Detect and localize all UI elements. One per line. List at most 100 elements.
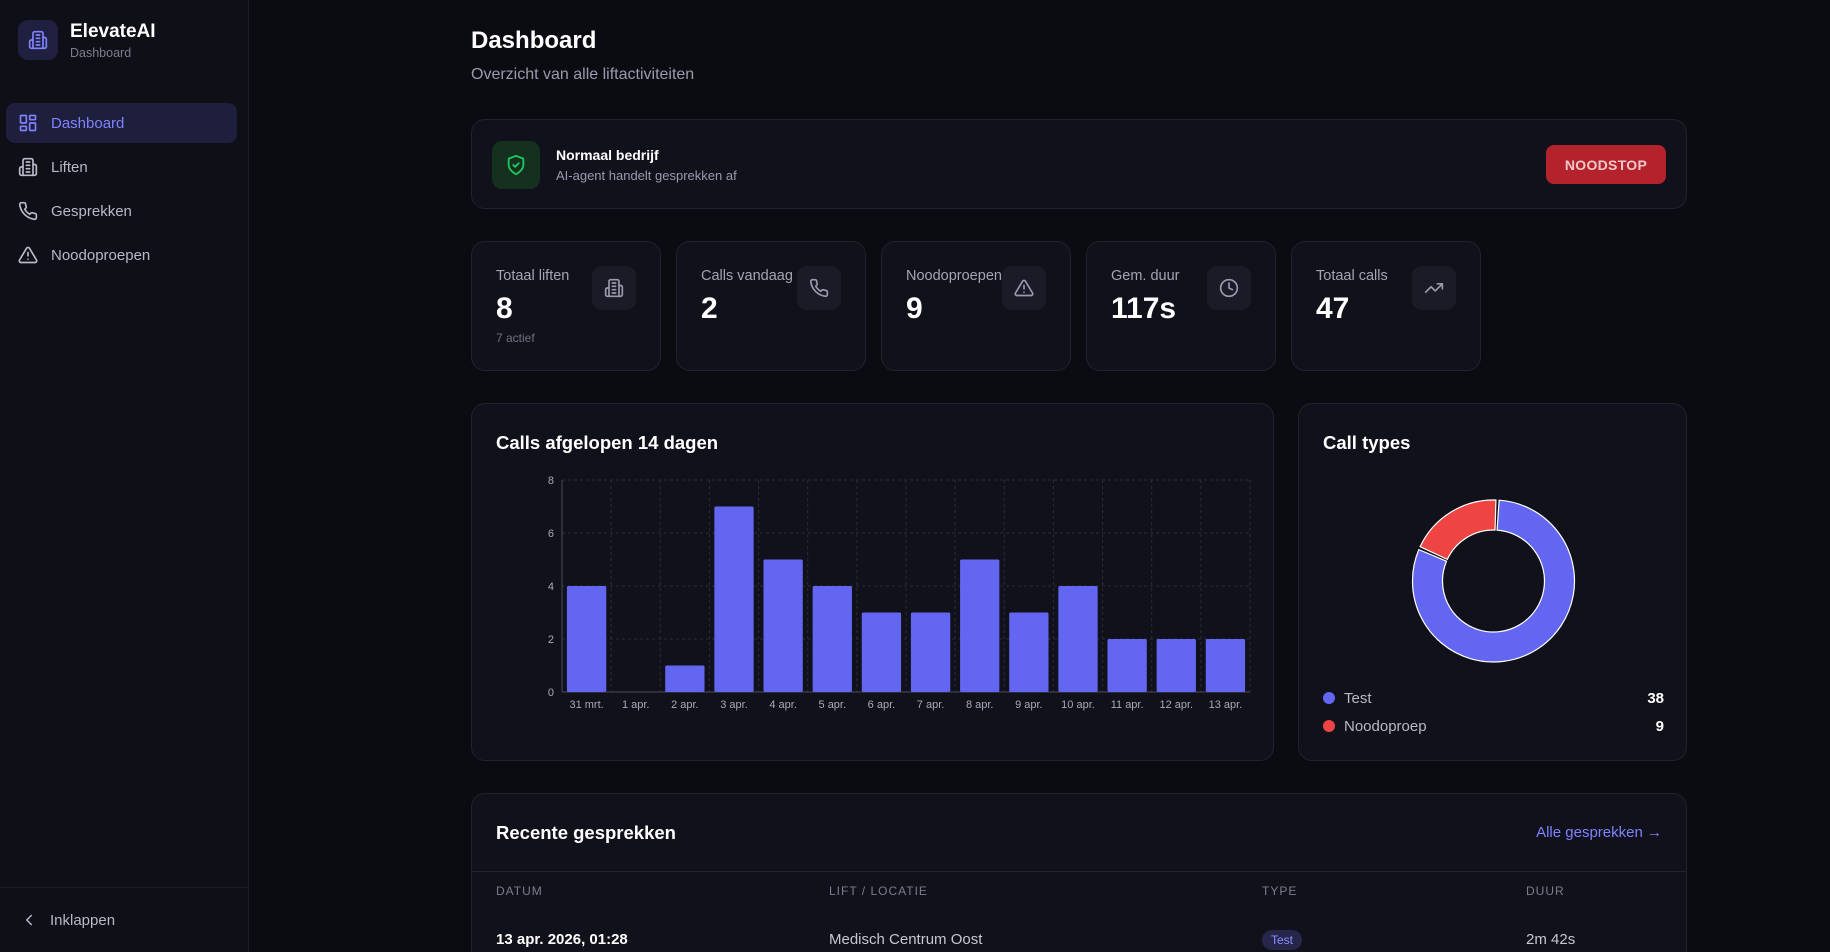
emergency-stop-button[interactable]: NOODSTOP bbox=[1546, 145, 1666, 184]
bar bbox=[812, 586, 852, 692]
y-tick-label: 6 bbox=[548, 528, 554, 540]
column-header-duration: DUUR bbox=[1526, 884, 1565, 898]
bar bbox=[566, 586, 607, 692]
page-title: Dashboard bbox=[471, 27, 597, 54]
bar bbox=[960, 559, 1000, 692]
legend-item-noodoproep: Noodoproep 9 bbox=[1323, 716, 1664, 736]
stat-value: 8 bbox=[496, 292, 513, 325]
bar bbox=[910, 612, 951, 692]
building-icon bbox=[18, 157, 38, 177]
call-types-title: Call types bbox=[1323, 432, 1411, 453]
y-tick-label: 4 bbox=[548, 581, 554, 593]
status-title: Normaal bedrijf bbox=[556, 147, 659, 163]
call-types-donut-chart bbox=[1411, 499, 1576, 663]
row-date: 13 apr. 2026, 01:28 bbox=[496, 931, 628, 948]
brand: ElevateAI Dashboard bbox=[18, 20, 156, 60]
column-header-location: LIFT / LOCATIE bbox=[829, 884, 928, 898]
legend-value: 9 bbox=[1655, 717, 1664, 735]
bar bbox=[1205, 639, 1246, 692]
x-tick-label: 13 apr. bbox=[1209, 699, 1243, 711]
collapse-button[interactable]: Inklappen bbox=[0, 887, 249, 952]
phone-icon bbox=[797, 266, 841, 310]
y-tick-label: 8 bbox=[548, 475, 554, 487]
bar bbox=[714, 506, 754, 692]
stat-card-calls-today: Calls vandaag 2 bbox=[676, 241, 866, 371]
legend-label: Noodoproep bbox=[1344, 717, 1427, 735]
sidebar-item-noodoproepen[interactable]: Noodoproepen bbox=[6, 235, 237, 275]
grid-icon bbox=[19, 114, 37, 132]
warning-icon bbox=[1002, 266, 1046, 310]
recent-calls-title: Recente gesprekken bbox=[496, 822, 676, 843]
chevron-left-icon bbox=[26, 914, 32, 926]
stat-value: 117s bbox=[1111, 292, 1177, 325]
y-tick-label: 2 bbox=[548, 634, 554, 646]
brand-subtitle: Dashboard bbox=[70, 45, 132, 60]
status-banner: Normaal bedrijf AI-agent handelt gesprek… bbox=[471, 119, 1687, 209]
x-tick-label: 2 apr. bbox=[671, 699, 699, 711]
sidebar-item-gesprekken[interactable]: Gesprekken bbox=[6, 191, 237, 231]
row-location[interactable]: Medisch Centrum Oost bbox=[829, 931, 983, 948]
sidebar: ElevateAI Dashboard Dashboard Liften Ges… bbox=[0, 0, 249, 952]
warning-icon bbox=[18, 246, 38, 264]
stat-label: Calls vandaag bbox=[701, 268, 793, 284]
clock-icon bbox=[1207, 266, 1251, 310]
call-types-panel: Call types Test 38 Noodoproep 9 bbox=[1298, 403, 1687, 761]
sidebar-nav: Dashboard Liften Gesprekken Noodoproepen bbox=[6, 103, 237, 279]
legend-value: 38 bbox=[1647, 689, 1664, 707]
x-tick-label: 10 apr. bbox=[1061, 699, 1095, 711]
sidebar-item-liften[interactable]: Liften bbox=[6, 147, 237, 187]
collapse-label: Inklappen bbox=[50, 911, 116, 929]
type-badge: Test bbox=[1262, 930, 1303, 950]
legend-item-test: Test 38 bbox=[1323, 688, 1664, 708]
column-header-type: TYPE bbox=[1262, 884, 1298, 898]
stat-note: 7 actief bbox=[496, 331, 535, 345]
x-tick-label: 9 apr. bbox=[1015, 699, 1043, 711]
legend-label: Test bbox=[1344, 689, 1372, 707]
recent-calls-panel: Recente gesprekken Alle gesprekken → DAT… bbox=[471, 793, 1687, 952]
calls-chart-panel: Calls afgelopen 14 dagen 0 2 4 6 8 31 mrt. 1 a… bbox=[471, 403, 1274, 761]
legend-swatch bbox=[1323, 692, 1335, 704]
bar bbox=[1058, 586, 1098, 692]
building-icon bbox=[592, 266, 636, 310]
x-tick-label: 6 apr. bbox=[868, 699, 896, 711]
sidebar-item-label: Gesprekken bbox=[51, 202, 132, 220]
donut-slice bbox=[1419, 499, 1497, 561]
legend-swatch bbox=[1323, 720, 1335, 732]
shield-check-icon bbox=[492, 141, 540, 189]
stat-card-avg-duration: Gem. duur 117s bbox=[1086, 241, 1276, 371]
trending-up-icon bbox=[1412, 266, 1456, 310]
column-header-date: DATUM bbox=[496, 884, 543, 898]
calls-chart-title: Calls afgelopen 14 dagen bbox=[496, 432, 719, 453]
all-calls-link[interactable]: Alle gesprekken → bbox=[1536, 824, 1662, 841]
x-tick-label: 12 apr. bbox=[1159, 699, 1193, 711]
x-tick-label: 8 apr. bbox=[966, 699, 994, 711]
bar bbox=[665, 665, 705, 692]
bar bbox=[763, 559, 803, 692]
page-subtitle: Overzicht van alle liftactiviteiten bbox=[471, 66, 695, 83]
sidebar-item-label: Noodoproepen bbox=[51, 246, 151, 264]
bar bbox=[861, 612, 902, 692]
bar bbox=[1107, 639, 1147, 692]
stat-label: Totaal calls bbox=[1316, 268, 1388, 284]
x-tick-label: 5 apr. bbox=[819, 699, 847, 711]
stat-value: 47 bbox=[1316, 292, 1350, 325]
calls-bar-chart: 0 2 4 6 8 31 mrt. 1 apr. 2 apr. 3 apr. 4 apr. 5 ap… bbox=[548, 475, 1251, 711]
x-tick-label: 1 apr. bbox=[622, 699, 650, 711]
stat-value: 9 bbox=[906, 292, 923, 325]
x-tick-label: 7 apr. bbox=[917, 699, 945, 711]
stat-label: Noodoproepen bbox=[906, 268, 1002, 284]
sidebar-item-dashboard[interactable]: Dashboard bbox=[6, 103, 237, 143]
x-tick-label: 31 mrt. bbox=[569, 699, 603, 711]
sidebar-item-label: Liften bbox=[51, 158, 88, 176]
stat-card-emergency-calls: Noodoproepen 9 bbox=[881, 241, 1071, 371]
stat-value: 2 bbox=[701, 292, 718, 325]
brand-name: ElevateAI bbox=[70, 20, 156, 42]
donut-slice bbox=[1411, 499, 1576, 663]
building-icon bbox=[18, 20, 58, 60]
x-tick-label: 11 apr. bbox=[1111, 699, 1144, 711]
stat-label: Totaal liften bbox=[496, 268, 570, 284]
x-tick-label: 3 apr. bbox=[720, 699, 748, 711]
sidebar-item-label: Dashboard bbox=[51, 114, 125, 132]
bar bbox=[1156, 639, 1196, 692]
stat-card-total-lifts: Totaal liften 8 7 actief bbox=[471, 241, 661, 371]
